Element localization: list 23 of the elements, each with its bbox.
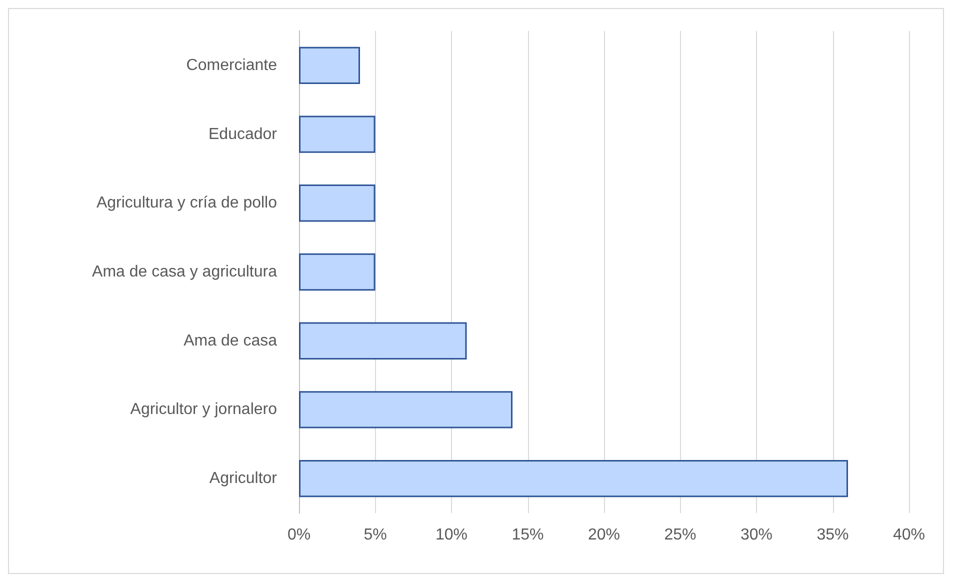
x-tick-label: 35% <box>816 526 849 544</box>
x-tick-label: 25% <box>664 526 696 544</box>
bar <box>299 460 848 498</box>
y-tick-label: Ama de casa <box>184 332 278 350</box>
y-tick-label: Educador <box>208 126 278 143</box>
bar <box>299 322 467 360</box>
x-tick-label: 15% <box>512 526 544 544</box>
y-tick-label: Comerciante <box>186 56 278 74</box>
x-tick-label: 0% <box>287 526 311 544</box>
x-tick-label: 30% <box>740 526 773 544</box>
y-tick-label: Agricultura y cría de pollo <box>96 194 278 212</box>
bar <box>299 184 376 222</box>
y-tick-label: Agricultor <box>209 470 278 488</box>
bar <box>299 253 376 291</box>
bar <box>299 46 360 84</box>
x-tick-label: 20% <box>588 526 620 544</box>
y-tick-label: Ama de casa y agricultura <box>92 264 278 280</box>
bar <box>299 116 376 153</box>
x-tick-label: 5% <box>364 526 387 544</box>
x-tick-label: 40% <box>892 526 926 544</box>
bar <box>299 391 512 428</box>
x-tick-label: 10% <box>435 526 468 544</box>
y-tick-label: Agricultor y jornalero <box>130 401 278 418</box>
